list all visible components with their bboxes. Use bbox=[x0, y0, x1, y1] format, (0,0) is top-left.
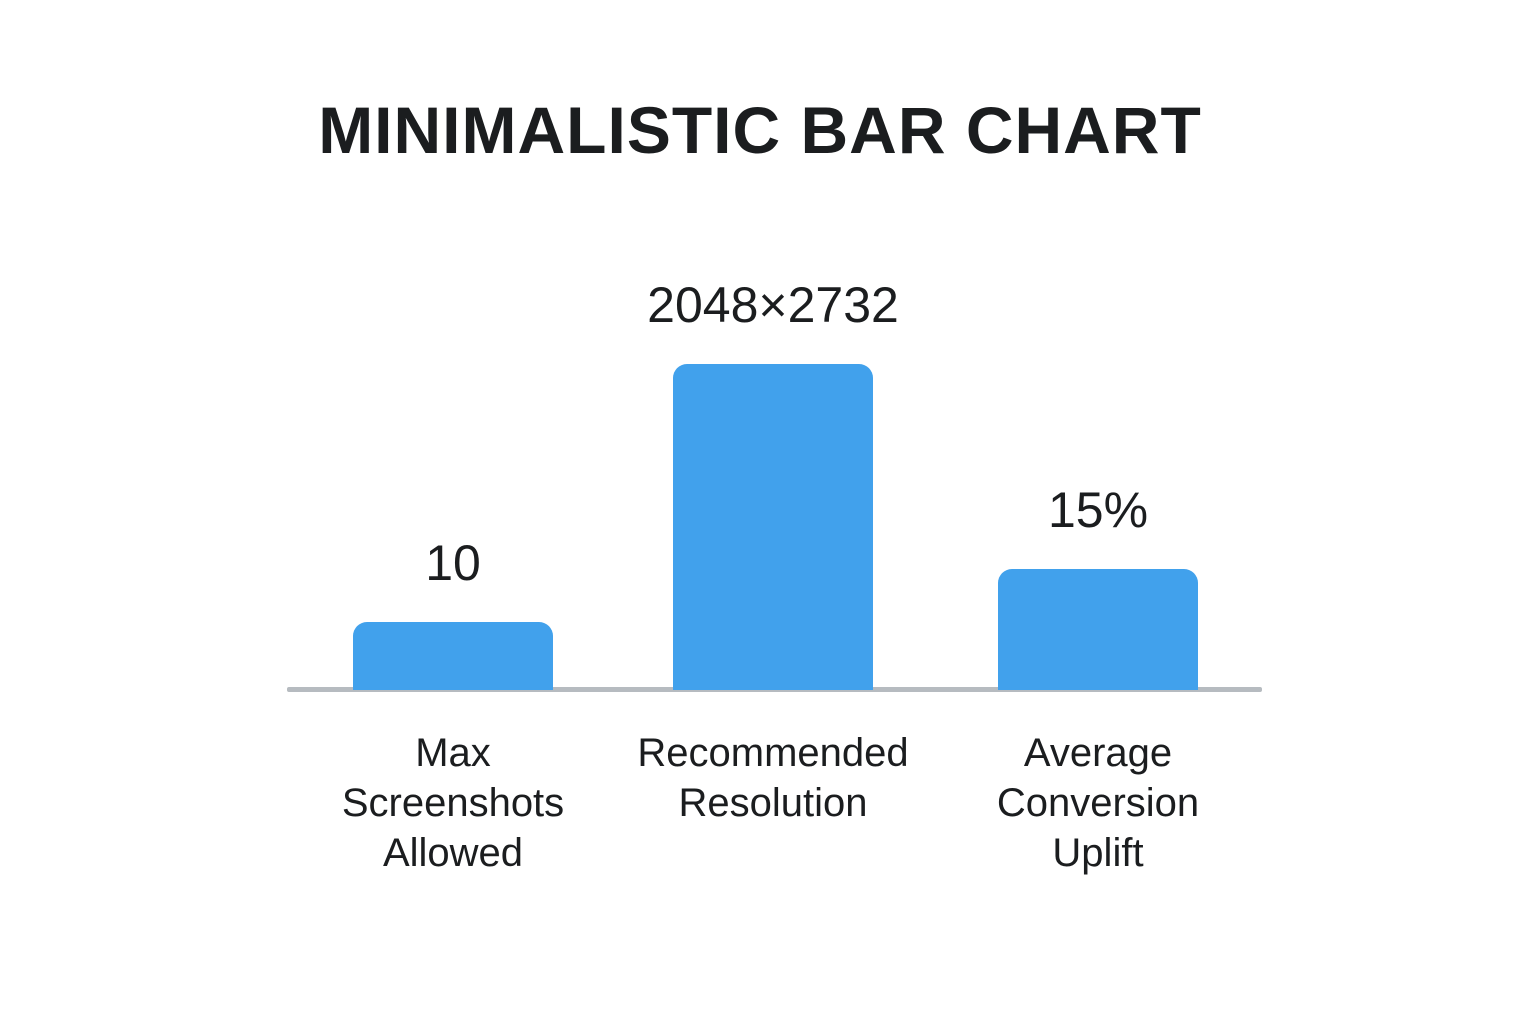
category-label-line: Average bbox=[1023, 731, 1173, 775]
bar-value-label-3: 15% bbox=[1047, 482, 1149, 538]
category-label-3: Average Conversion Uplift bbox=[918, 728, 1278, 878]
category-label-2: Recommended Resolution bbox=[593, 728, 953, 828]
category-label-line: Recommended bbox=[637, 731, 909, 775]
bar-2 bbox=[673, 364, 873, 690]
bar-3 bbox=[998, 569, 1198, 690]
bar-1 bbox=[353, 622, 553, 690]
bar-value-label-2: 2048×2732 bbox=[647, 277, 899, 333]
category-label-line: Uplift bbox=[1052, 831, 1144, 875]
bar-value-label-1: 10 bbox=[425, 535, 481, 591]
category-label-1: Max Screenshots Allowed bbox=[273, 728, 633, 878]
category-label-line: Max bbox=[415, 731, 491, 775]
category-label-line: Allowed bbox=[382, 831, 524, 875]
category-label-line: Resolution bbox=[678, 781, 868, 825]
chart-title: MINIMALISTIC BAR CHART bbox=[318, 93, 1202, 167]
category-label-line: Screenshots bbox=[341, 781, 565, 825]
category-label-line: Conversion bbox=[996, 781, 1200, 825]
